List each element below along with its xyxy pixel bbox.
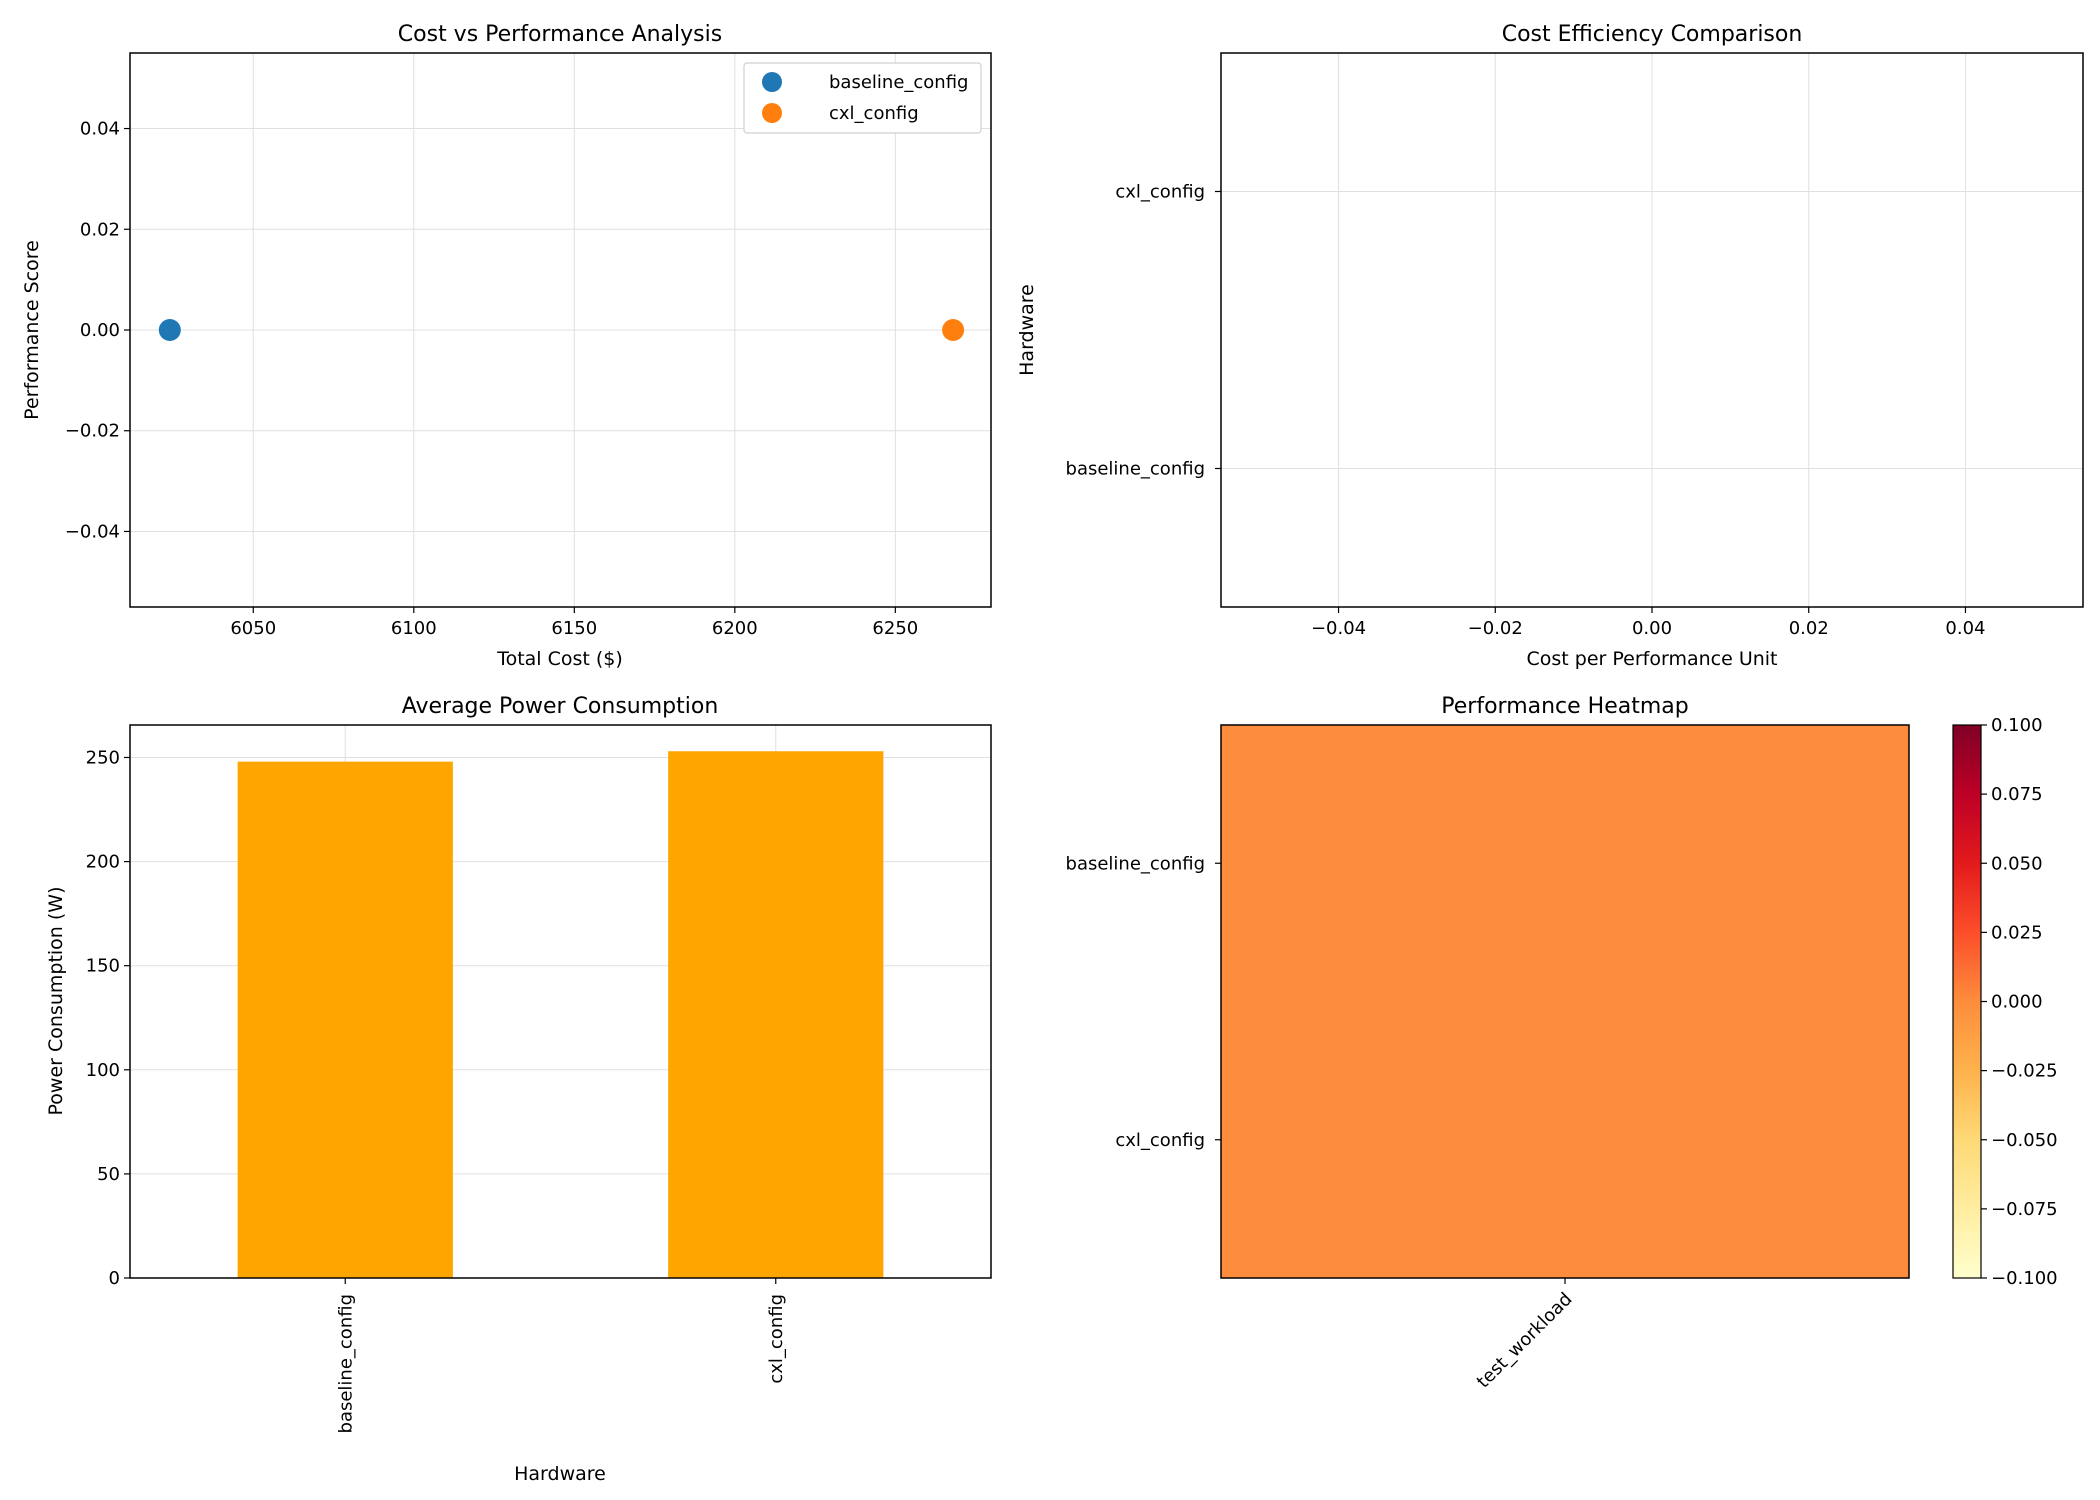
- hbar-x-label: Cost per Performance Unit: [1527, 648, 1778, 670]
- bar-category-label: baseline_config: [335, 1294, 356, 1433]
- scatter-y-tick-label: −0.02: [65, 421, 120, 442]
- bar-title: Average Power Consumption: [402, 694, 719, 719]
- colorbar-tick-label: 0.025: [1991, 922, 2043, 943]
- bar-category-label: cxl_config: [766, 1294, 787, 1384]
- scatter-y-ticks: −0.04 −0.02 0.00 0.02 0.04: [65, 119, 130, 542]
- colorbar-tick-label: 0.050: [1991, 853, 2043, 874]
- hbar-panel: −0.04 −0.02 0.00 0.02 0.04 baseline_config cx…: [1016, 22, 2084, 670]
- bar-axes-frame: [129, 724, 992, 1279]
- heatmap-title: Performance Heatmap: [1441, 694, 1688, 719]
- hbar-x-tick-label: 0.04: [1945, 618, 1985, 639]
- scatter-x-label: Total Cost ($): [496, 648, 623, 670]
- bar-y-tick-label: 100: [86, 1060, 120, 1081]
- bar-x-ticks: baseline_config cxl_config: [335, 1278, 787, 1433]
- legend-marker-baseline: [762, 72, 782, 92]
- scatter-x-tick-label: 6200: [712, 618, 758, 639]
- colorbar-tick-label: 0.075: [1991, 784, 2043, 805]
- heatmap-panel: test_workload baseline_configcxl_config …: [1066, 694, 2058, 1392]
- bar-baseline_config: [237, 761, 453, 1278]
- bar-panel: baseline_config cxl_config 0 50 100 150 200 25…: [45, 694, 992, 1485]
- scatter-x-tick-label: 6250: [872, 618, 918, 639]
- scatter-x-ticks: 6050 6100 6150 6200 6250: [230, 607, 918, 639]
- scatter-title: Cost vs Performance Analysis: [398, 22, 722, 47]
- scatter-point-cxl_config: [942, 319, 965, 341]
- hbar-y-label: Hardware: [1016, 284, 1038, 376]
- scatter-grid: [130, 53, 991, 607]
- hbar-x-tick-label: −0.02: [1468, 618, 1523, 639]
- hbar-y-ticks: baseline_config cxl_config: [1066, 182, 1221, 480]
- scatter-panel: 6050 6100 6150 6200 6250 −0.04 −0.02 0.00 0.02 0…: [21, 22, 992, 670]
- hbar-title: Cost Efficiency Comparison: [1502, 22, 1803, 47]
- colorbar-tick-label: −0.050: [1991, 1130, 2058, 1151]
- legend-marker-cxl: [762, 103, 782, 123]
- heatmap-cell: [1221, 1001, 1910, 1279]
- legend-box: [743, 62, 982, 134]
- scatter-y-tick-label: −0.04: [65, 521, 120, 542]
- bar-cxl_config: [668, 751, 884, 1278]
- heatmap-column-label: test_workload: [1473, 1289, 1577, 1393]
- scatter-legend: baseline_config cxl_config: [743, 62, 982, 134]
- bar-y-tick-label: 50: [97, 1164, 120, 1185]
- heatmap-x-ticks: test_workload: [1473, 1278, 1577, 1392]
- scatter-y-label: Performance Score: [21, 240, 43, 420]
- scatter-y-tick-label: 0.00: [80, 320, 120, 341]
- bar-y-tick-label: 150: [86, 956, 120, 977]
- colorbar-tick-label: 0.000: [1991, 992, 2043, 1013]
- colorbar-ticks: −0.100 −0.075 −0.050 −0.025 0.000 0.025 0.050 0…: [1981, 715, 2058, 1289]
- hbar-category-label: cxl_config: [1115, 182, 1205, 203]
- bar-y-tick-label: 200: [86, 852, 120, 873]
- colorbar-tick-label: 0.100: [1991, 715, 2043, 736]
- scatter-y-tick-label: 0.04: [80, 119, 120, 140]
- hbar-category-label: baseline_config: [1066, 459, 1205, 480]
- legend-label-cxl: cxl_config: [829, 103, 919, 124]
- heatmap-cell: [1221, 725, 1910, 1002]
- bar-bars: [237, 751, 884, 1278]
- scatter-point-baseline_config: [158, 319, 181, 341]
- scatter-y-tick-label: 0.02: [80, 219, 120, 240]
- hbar-x-tick-label: 0.02: [1789, 618, 1829, 639]
- heatmap-cells: [1221, 725, 1910, 1279]
- colorbar: [1952, 724, 1982, 1279]
- colorbar-tick-label: −0.025: [1991, 1061, 2058, 1082]
- bar-y-ticks: 0 50 100 150 200 250: [86, 747, 130, 1289]
- colorbar-tick-label: −0.100: [1991, 1268, 2058, 1289]
- heatmap-y-ticks: baseline_config cxl_config: [1066, 853, 1221, 1151]
- bar-x-label: Hardware: [514, 1463, 606, 1485]
- hbar-x-ticks: −0.04 −0.02 0.00 0.02 0.04: [1311, 607, 1985, 639]
- scatter-x-tick-label: 6150: [551, 618, 597, 639]
- scatter-x-tick-label: 6050: [230, 618, 276, 639]
- hbar-grid: [1221, 53, 2083, 607]
- hbar-x-tick-label: −0.04: [1311, 618, 1366, 639]
- colorbar-tick-label: −0.075: [1991, 1199, 2058, 1220]
- heatmap-row-label: baseline_config: [1066, 853, 1205, 874]
- scatter-points: [158, 319, 965, 341]
- scatter-x-tick-label: 6100: [391, 618, 437, 639]
- hbar-x-tick-label: 0.00: [1632, 618, 1672, 639]
- heatmap-row-label: cxl_config: [1115, 1130, 1205, 1151]
- bar-y-label: Power Consumption (W): [45, 887, 67, 1116]
- bar-y-tick-label: 250: [86, 747, 120, 768]
- bar-y-tick-label: 0: [109, 1268, 120, 1289]
- legend-label-baseline: baseline_config: [829, 72, 968, 93]
